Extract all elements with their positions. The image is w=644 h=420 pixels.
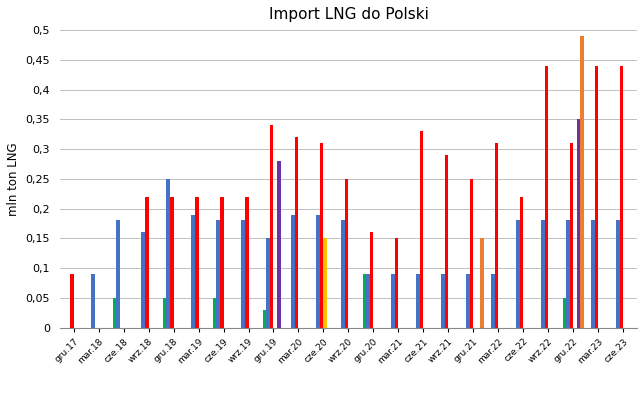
Bar [363,274,366,328]
Bar [545,66,548,328]
Bar [316,215,320,328]
Bar [392,274,395,328]
Bar [267,238,270,328]
Bar [220,197,223,328]
Bar [341,220,345,328]
Bar [620,66,623,328]
Bar [577,119,580,328]
Bar [70,274,73,328]
Bar [213,298,216,328]
Bar [142,232,145,328]
Bar [91,274,95,328]
Bar [566,220,570,328]
Bar [166,179,170,328]
Bar [216,220,220,328]
Bar [395,238,399,328]
Bar [345,179,348,328]
Bar [163,298,166,328]
Bar [170,197,173,328]
Bar [113,298,117,328]
Bar [516,220,520,328]
Bar [441,274,445,328]
Bar [591,220,595,328]
Bar [191,215,195,328]
Bar [270,125,274,328]
Bar [242,220,245,328]
Bar [263,310,267,328]
Bar [420,131,423,328]
Bar [541,220,545,328]
Bar [117,220,120,328]
Bar [366,274,370,328]
Y-axis label: mln ton LNG: mln ton LNG [7,142,20,215]
Bar [145,197,149,328]
Bar [320,143,323,328]
Bar [245,197,249,328]
Title: Import LNG do Polski: Import LNG do Polski [269,7,428,22]
Bar [295,137,298,328]
Bar [520,197,524,328]
Bar [495,143,498,328]
Bar [570,143,573,328]
Bar [595,66,598,328]
Bar [445,155,448,328]
Bar [580,36,584,328]
Bar [370,232,374,328]
Bar [466,274,470,328]
Bar [480,238,484,328]
Bar [470,179,473,328]
Bar [291,215,295,328]
Bar [195,197,198,328]
Bar [277,161,281,328]
Bar [491,274,495,328]
Bar [323,238,327,328]
Bar [563,298,566,328]
Bar [416,274,420,328]
Bar [616,220,620,328]
